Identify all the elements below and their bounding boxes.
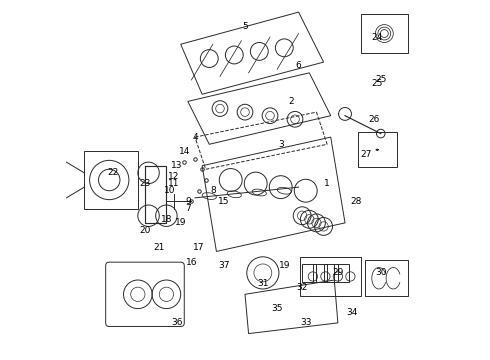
Text: 24: 24 — [371, 33, 383, 42]
Bar — [313, 264, 327, 282]
Text: 6: 6 — [295, 61, 301, 70]
Text: 30: 30 — [375, 268, 387, 277]
Text: 18: 18 — [161, 215, 172, 224]
Text: 20: 20 — [139, 225, 150, 234]
Text: 16: 16 — [186, 258, 197, 267]
Text: 13: 13 — [172, 161, 183, 170]
Text: 1: 1 — [324, 179, 330, 188]
Text: 4: 4 — [192, 132, 198, 141]
Text: 26: 26 — [368, 115, 379, 124]
Text: 19: 19 — [278, 261, 290, 270]
Text: 8: 8 — [210, 186, 216, 195]
Bar — [302, 264, 317, 282]
Text: 28: 28 — [350, 197, 362, 206]
Bar — [334, 264, 348, 282]
Text: 32: 32 — [296, 283, 308, 292]
Text: 33: 33 — [300, 318, 312, 327]
Text: 3: 3 — [278, 140, 284, 149]
Text: 27: 27 — [361, 150, 372, 159]
Text: 36: 36 — [172, 318, 183, 327]
Text: 25: 25 — [371, 79, 383, 88]
Text: 2: 2 — [289, 97, 294, 106]
Text: 29: 29 — [332, 268, 343, 277]
Text: 9: 9 — [185, 197, 191, 206]
Text: 15: 15 — [218, 197, 229, 206]
Text: 5: 5 — [242, 22, 248, 31]
Text: 22: 22 — [107, 168, 119, 177]
Text: 25: 25 — [375, 76, 387, 85]
Text: 10: 10 — [164, 186, 176, 195]
Text: 12: 12 — [168, 172, 179, 181]
Text: 35: 35 — [271, 304, 283, 313]
Text: 37: 37 — [218, 261, 229, 270]
Text: 17: 17 — [193, 243, 204, 252]
Bar — [323, 264, 338, 282]
Text: 7: 7 — [185, 204, 191, 213]
Text: 11: 11 — [168, 179, 179, 188]
Text: 31: 31 — [257, 279, 269, 288]
Text: 34: 34 — [346, 308, 358, 317]
Text: 19: 19 — [175, 219, 187, 228]
Text: 23: 23 — [139, 179, 150, 188]
Text: 14: 14 — [178, 147, 190, 156]
Text: 21: 21 — [153, 243, 165, 252]
